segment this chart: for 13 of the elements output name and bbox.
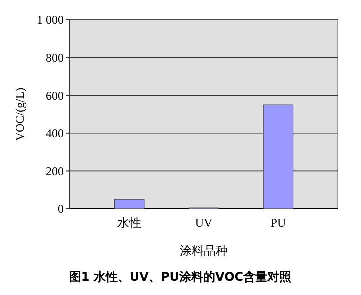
y-tick-label: 200 [46, 164, 64, 178]
x-axis-title: 涂料品种 [180, 244, 228, 258]
x-tick-label: PU [270, 216, 286, 230]
x-tick-label: 水性 [118, 216, 142, 230]
y-tick-label: 0 [58, 202, 64, 216]
text: 图1 水性、UV、PU涂料的VOC含量对照 [69, 270, 292, 284]
y-axis-title: VOC/(g/L) [13, 88, 27, 142]
y-tick-label: 800 [46, 51, 64, 65]
x-tick-label: UV [195, 216, 213, 230]
y-tick-label: 400 [46, 126, 64, 141]
bar [114, 199, 145, 210]
y-tick-label: 600 [46, 88, 64, 103]
y-tick-label: 1 000 [37, 13, 64, 28]
